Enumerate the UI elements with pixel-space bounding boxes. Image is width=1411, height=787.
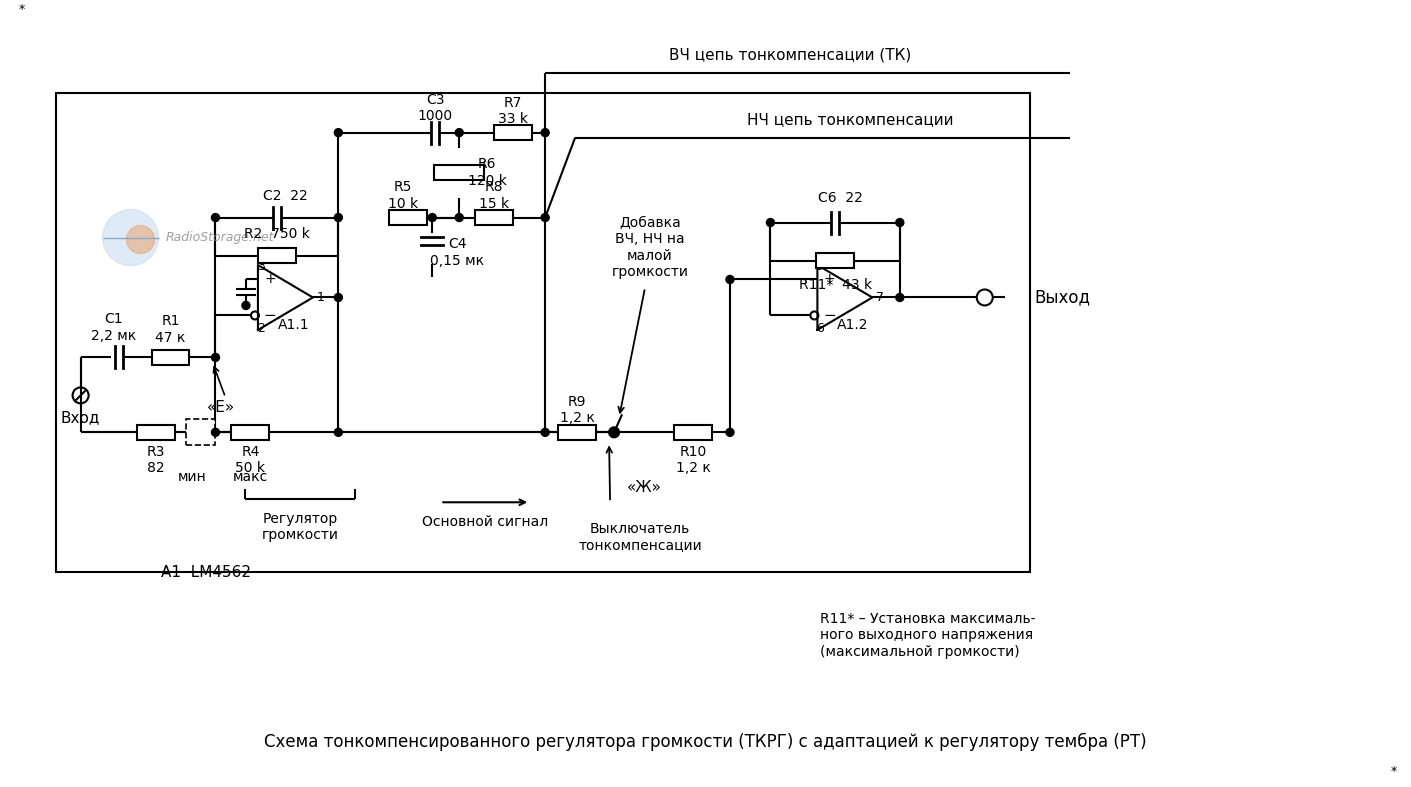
Text: C3
1000: C3 1000 [418, 93, 453, 123]
Text: А1  LM4562: А1 LM4562 [161, 565, 251, 580]
Text: «Ж»: «Ж» [626, 480, 662, 495]
Text: 2: 2 [257, 322, 265, 335]
Circle shape [727, 275, 734, 283]
Text: R10
1,2 к: R10 1,2 к [676, 445, 711, 475]
Text: RadioStorage.net: RadioStorage.net [165, 231, 274, 244]
Circle shape [610, 428, 618, 436]
Text: «Е»: «Е» [206, 400, 234, 415]
Text: Добавка
ВЧ, НЧ на
малой
громкости: Добавка ВЧ, НЧ на малой громкости [611, 216, 689, 279]
Text: R2  750 k: R2 750 k [244, 227, 310, 241]
Text: 1: 1 [317, 291, 325, 304]
Circle shape [212, 213, 220, 222]
Circle shape [727, 428, 734, 436]
Circle shape [334, 128, 343, 137]
Text: R6
120 k: R6 120 k [468, 157, 507, 187]
Text: R11*  43 k: R11* 43 k [799, 279, 872, 293]
Bar [494, 125, 532, 140]
Text: 3: 3 [257, 260, 265, 273]
Bar [55, 93, 1030, 572]
Text: НЧ цепь тонкомпенсации: НЧ цепь тонкомпенсации [746, 112, 952, 127]
Bar [816, 253, 854, 268]
Bar [185, 419, 216, 445]
Text: C6  22: C6 22 [818, 190, 862, 205]
Text: Вход: Вход [61, 410, 100, 425]
Bar [151, 350, 189, 365]
Text: *: * [1390, 765, 1397, 778]
Bar [389, 210, 428, 225]
Bar [559, 425, 595, 440]
Bar [476, 210, 514, 225]
Circle shape [334, 213, 343, 222]
Text: −: − [264, 308, 277, 323]
Text: −: − [823, 308, 835, 323]
Circle shape [542, 428, 549, 436]
Text: A1.1: A1.1 [278, 319, 309, 332]
Circle shape [334, 294, 343, 301]
Text: ВЧ цепь тонкомпенсации (ТК): ВЧ цепь тонкомпенсации (ТК) [669, 47, 912, 62]
Circle shape [127, 226, 155, 253]
Circle shape [542, 128, 549, 137]
Text: C4
0,15 мк: C4 0,15 мк [430, 238, 484, 268]
Circle shape [456, 128, 463, 137]
Circle shape [896, 294, 904, 301]
Circle shape [766, 219, 775, 227]
Text: R5
10 k: R5 10 k [388, 180, 418, 211]
Circle shape [429, 213, 436, 222]
Text: 7: 7 [876, 291, 885, 304]
Text: 5: 5 [817, 260, 824, 273]
Bar [231, 425, 270, 440]
Bar [435, 165, 484, 180]
Text: R3
82: R3 82 [147, 445, 165, 475]
Circle shape [212, 353, 220, 361]
Text: Выход: Выход [1034, 289, 1091, 306]
Circle shape [542, 213, 549, 222]
Text: +: + [824, 272, 835, 286]
Circle shape [212, 428, 220, 436]
Text: Основной сигнал: Основной сигнал [422, 515, 549, 529]
Circle shape [103, 209, 158, 265]
Text: *: * [18, 2, 25, 16]
Text: R7
33 k: R7 33 k [498, 95, 528, 126]
Bar [137, 425, 175, 440]
Text: Выключатель
тонкомпенсации: Выключатель тонкомпенсации [579, 522, 701, 552]
Bar [258, 248, 296, 263]
Text: C2  22: C2 22 [262, 189, 308, 202]
Circle shape [334, 428, 343, 436]
Text: мин: мин [178, 471, 207, 484]
Text: C1
2,2 мк: C1 2,2 мк [90, 312, 137, 342]
Text: Регулятор
громкости: Регулятор громкости [262, 512, 339, 542]
Text: 6: 6 [817, 322, 824, 335]
Text: A1.2: A1.2 [837, 319, 869, 332]
Circle shape [456, 213, 463, 222]
Text: R4
50 k: R4 50 k [236, 445, 265, 475]
Text: +: + [264, 272, 275, 286]
Text: Схема тонкомпенсированного регулятора громкости (ТКРГ) с адаптацией к регулятору: Схема тонкомпенсированного регулятора гр… [264, 733, 1147, 751]
Text: R1
47 к: R1 47 к [155, 314, 186, 345]
Bar [674, 425, 713, 440]
Circle shape [241, 301, 250, 309]
Text: R9
1,2 к: R9 1,2 к [560, 395, 594, 426]
Text: макс: макс [233, 471, 268, 484]
Text: R8
15 k: R8 15 k [480, 180, 509, 211]
Text: R11* – Установка максималь-
ного выходного напряжения
(максимальной громкости): R11* – Установка максималь- ного выходно… [820, 612, 1036, 659]
Circle shape [896, 219, 904, 227]
